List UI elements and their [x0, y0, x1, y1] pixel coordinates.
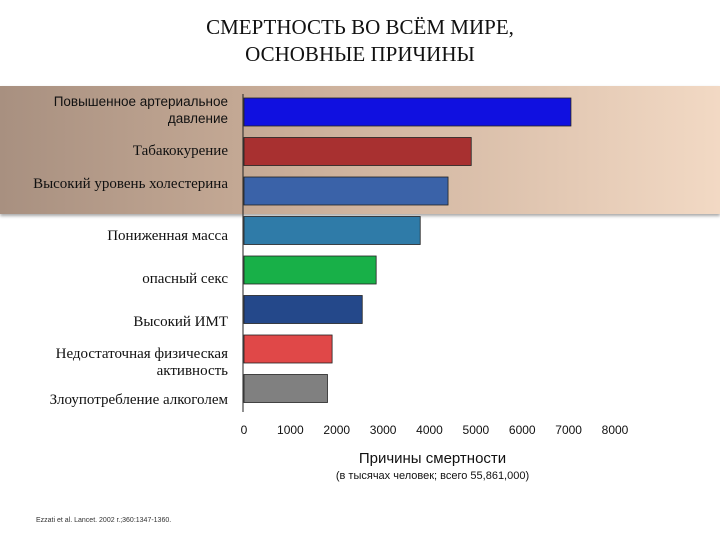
bar-6 — [243, 334, 333, 364]
bar-2 — [243, 176, 449, 206]
bar-0 — [243, 97, 572, 127]
x-tick-label-2: 2000 — [323, 423, 350, 437]
category-label-4: опасный секс — [142, 271, 228, 287]
x-tick-label-6: 6000 — [509, 423, 536, 437]
x-tick-label-8: 8000 — [602, 423, 629, 437]
bar-5 — [243, 295, 363, 324]
source-citation: Ezzati et al. Lancet. 2002 г.;360:1347-1… — [36, 517, 172, 524]
category-label-7: Злоупотребление алкоголем — [49, 392, 228, 408]
x-tick-label-5: 5000 — [463, 423, 490, 437]
chart-title: СМЕРТНОСТЬ ВО ВСЁМ МИРЕ, ОСНОВНЫЕ ПРИЧИН… — [0, 14, 720, 68]
x-tick-label-1: 1000 — [277, 423, 304, 437]
x-axis-note: (в тысячах человек; всего 55,861,000) — [335, 470, 530, 482]
bar-4 — [243, 255, 377, 285]
category-label-1: Табакокурение — [132, 143, 228, 159]
x-tick-label-0: 0 — [241, 423, 248, 437]
category-label-0: Повышенное артериальное давление — [53, 94, 228, 126]
category-label-5: Высокий ИМТ — [133, 314, 228, 330]
x-tick-label-3: 3000 — [370, 423, 397, 437]
category-label-6: Недостаточная физическая активность — [55, 346, 228, 379]
bar-7 — [243, 374, 328, 403]
x-tick-label-7: 7000 — [555, 423, 582, 437]
bar-3 — [243, 216, 421, 245]
chart-title-line-2: ОСНОВНЫЕ ПРИЧИНЫ — [245, 42, 475, 66]
chart-title-line-1: СМЕРТНОСТЬ ВО ВСЁМ МИРЕ, — [206, 15, 514, 39]
x-axis-label: Причины смертности — [358, 450, 507, 467]
category-label-2: Высокий уровень холестерина — [33, 176, 228, 192]
bar-1 — [243, 137, 472, 166]
category-label-3: Пониженная масса — [107, 228, 228, 244]
x-tick-label-4: 4000 — [416, 423, 443, 437]
